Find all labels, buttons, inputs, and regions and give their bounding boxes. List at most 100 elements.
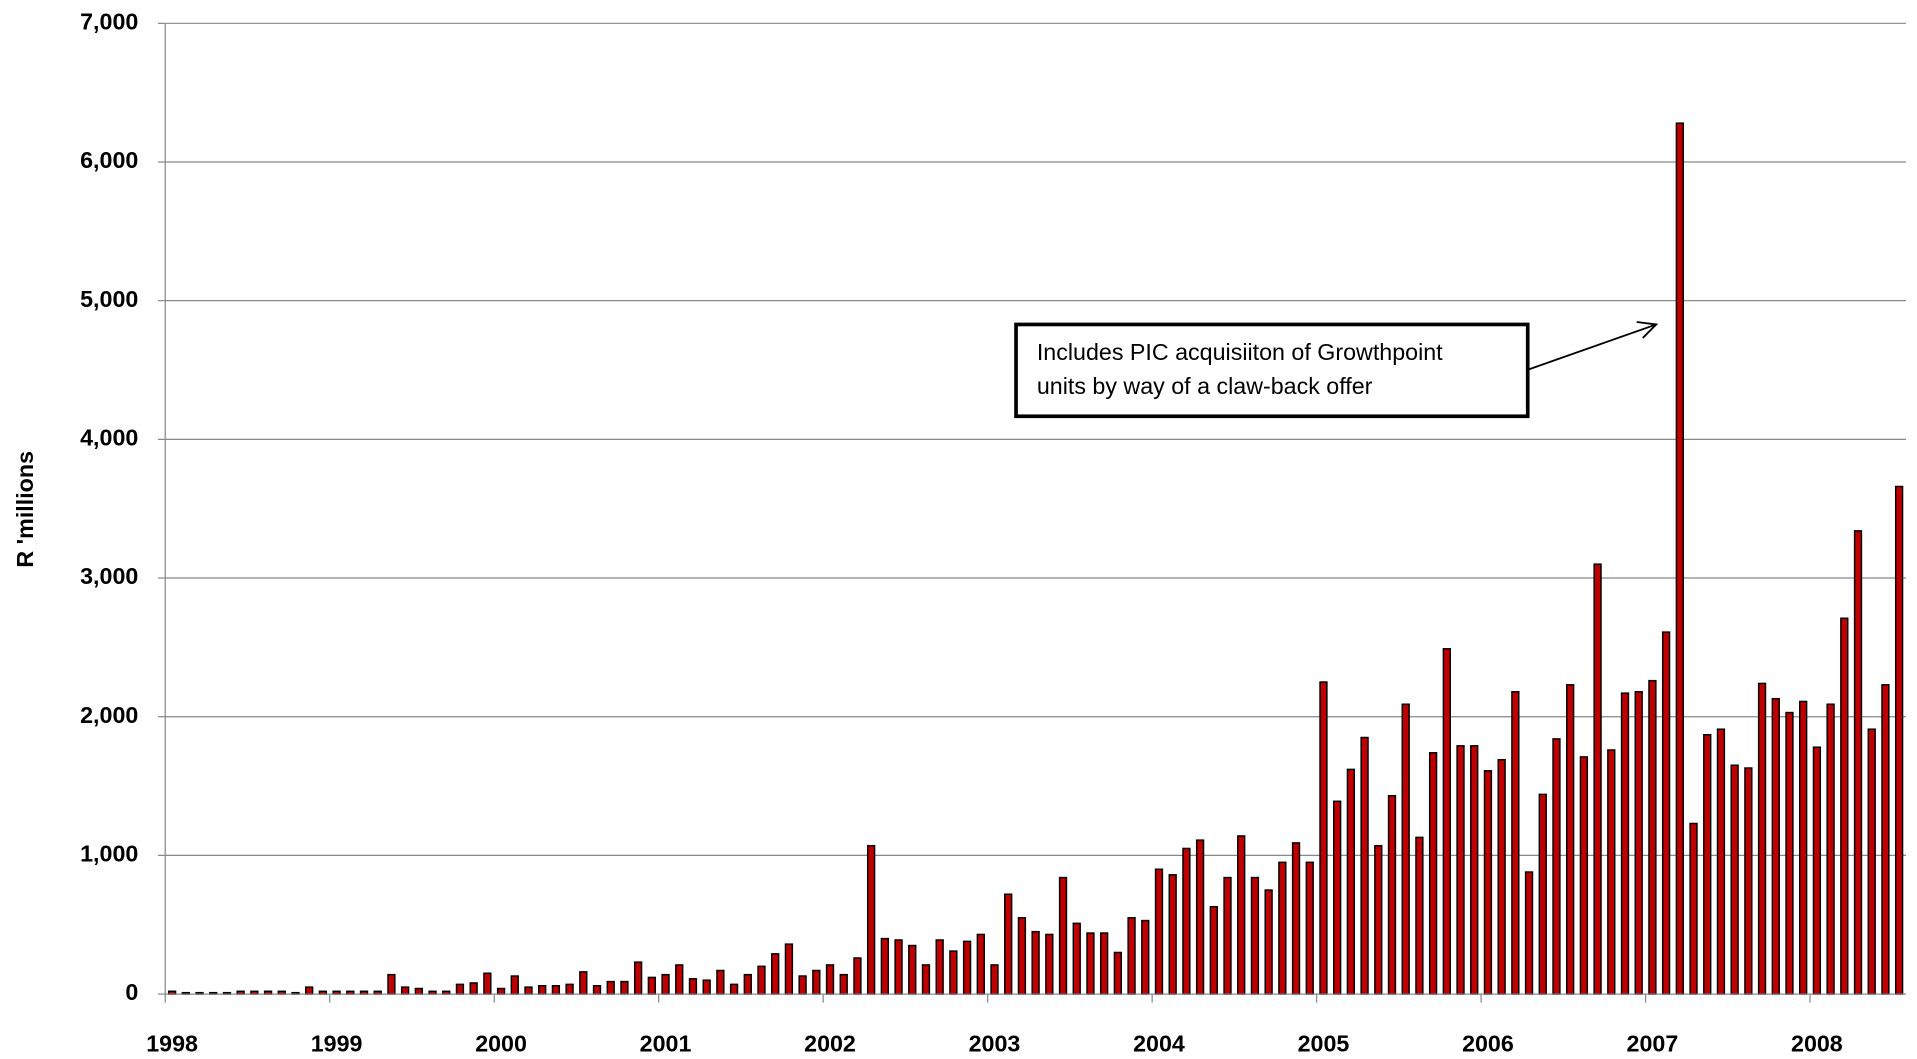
bar: [1456, 745, 1465, 995]
bar: [1333, 800, 1342, 995]
bar: [1470, 745, 1479, 995]
bar: [1661, 631, 1671, 995]
bar: [1415, 836, 1424, 995]
bar: [620, 980, 629, 995]
bar: [387, 973, 396, 995]
y-tick-label: 7,000: [80, 8, 138, 34]
x-tick-label: 2003: [969, 1031, 1021, 1057]
y-tick-label: 1,000: [80, 841, 138, 867]
bar: [455, 983, 465, 995]
bar: [1387, 795, 1397, 995]
bar: [1004, 893, 1013, 995]
bar: [1141, 919, 1150, 995]
bar: [1799, 700, 1808, 995]
bar: [1867, 728, 1876, 995]
bar: [1017, 917, 1027, 995]
bar: [1620, 692, 1630, 995]
bar: [771, 953, 780, 995]
bar: [1881, 684, 1890, 995]
bar: [1360, 736, 1369, 995]
bar: [1826, 703, 1835, 995]
bar: [1524, 871, 1534, 995]
bar: [1853, 530, 1863, 995]
bar: [469, 982, 478, 995]
bar: [675, 964, 684, 995]
y-tick-label: 4,000: [80, 424, 138, 450]
bar: [1744, 767, 1753, 995]
bar: [1730, 764, 1739, 995]
x-tick-label: 2004: [1133, 1031, 1185, 1057]
bar: [1346, 768, 1356, 995]
bar: [1113, 951, 1123, 995]
bar: [1483, 770, 1493, 995]
bar: [551, 985, 561, 995]
y-tick-label: 0: [125, 979, 138, 1005]
bar: [414, 987, 423, 995]
bar: [1086, 932, 1095, 995]
y-tick-label: 3,000: [80, 563, 138, 589]
bar: [716, 969, 725, 995]
annotation-text: units by way of a claw-back offer: [1037, 373, 1373, 399]
annotation-text: Includes PIC acquisiiton of Growthpoint: [1037, 339, 1443, 365]
bar: [1648, 679, 1657, 995]
x-tick-label: 2000: [475, 1031, 527, 1057]
x-tick-label: 1998: [146, 1031, 198, 1057]
bar: [1428, 752, 1438, 995]
bar: [1031, 930, 1040, 995]
bar: [400, 986, 410, 995]
bar: [1675, 122, 1684, 995]
bar: [1250, 876, 1260, 995]
bar: [908, 944, 917, 995]
bar: [1154, 868, 1164, 995]
bar: [1237, 835, 1246, 995]
bar: [798, 975, 807, 995]
bar: [990, 964, 999, 995]
bar: [1072, 922, 1081, 995]
bar: [565, 983, 574, 995]
bar: [1305, 861, 1314, 995]
bar: [729, 983, 739, 995]
bar: [579, 971, 588, 995]
bar: [647, 976, 657, 995]
bar: [1264, 889, 1273, 995]
bar: [1209, 905, 1218, 995]
x-tick-label: 1999: [311, 1031, 363, 1057]
bar: [1168, 874, 1177, 995]
bar: [757, 965, 766, 995]
bar: [1703, 733, 1712, 995]
bar: [633, 961, 643, 995]
bar: [606, 980, 615, 995]
bar: [496, 987, 506, 995]
bar: [592, 985, 602, 995]
bar: [1058, 876, 1068, 995]
bar: [1689, 822, 1698, 995]
bar: [1497, 758, 1506, 995]
x-tick-label: 2001: [640, 1031, 692, 1057]
y-tick-label: 2,000: [80, 702, 138, 728]
bar: [1195, 839, 1205, 995]
bar: [784, 943, 794, 995]
bar: [1785, 711, 1794, 995]
bar: [1593, 563, 1602, 995]
y-tick-label: 6,000: [80, 147, 138, 173]
bar: [1127, 917, 1136, 995]
bar: [839, 973, 848, 995]
bar: [1319, 681, 1328, 995]
bar: [825, 964, 835, 995]
plot-area: 0 1,000 2,000 3,000 4,000 5,000 6,000 7,000 1998…: [80, 8, 1906, 1057]
annotation-arrow: [1527, 323, 1657, 371]
x-tick-label: 2008: [1791, 1031, 1843, 1057]
bar: [1182, 847, 1191, 995]
bar: [702, 979, 711, 995]
x-tick-label: 2007: [1627, 1031, 1679, 1057]
bar: [1291, 842, 1301, 995]
bar: [1278, 861, 1287, 995]
bar: [538, 985, 547, 995]
bar: [305, 986, 314, 995]
bar: [510, 975, 519, 995]
bar: [1771, 697, 1780, 995]
y-axis-label: R 'millions: [12, 451, 38, 568]
bar: [1223, 876, 1232, 995]
bar: [1634, 691, 1643, 995]
bar: [1579, 756, 1589, 995]
